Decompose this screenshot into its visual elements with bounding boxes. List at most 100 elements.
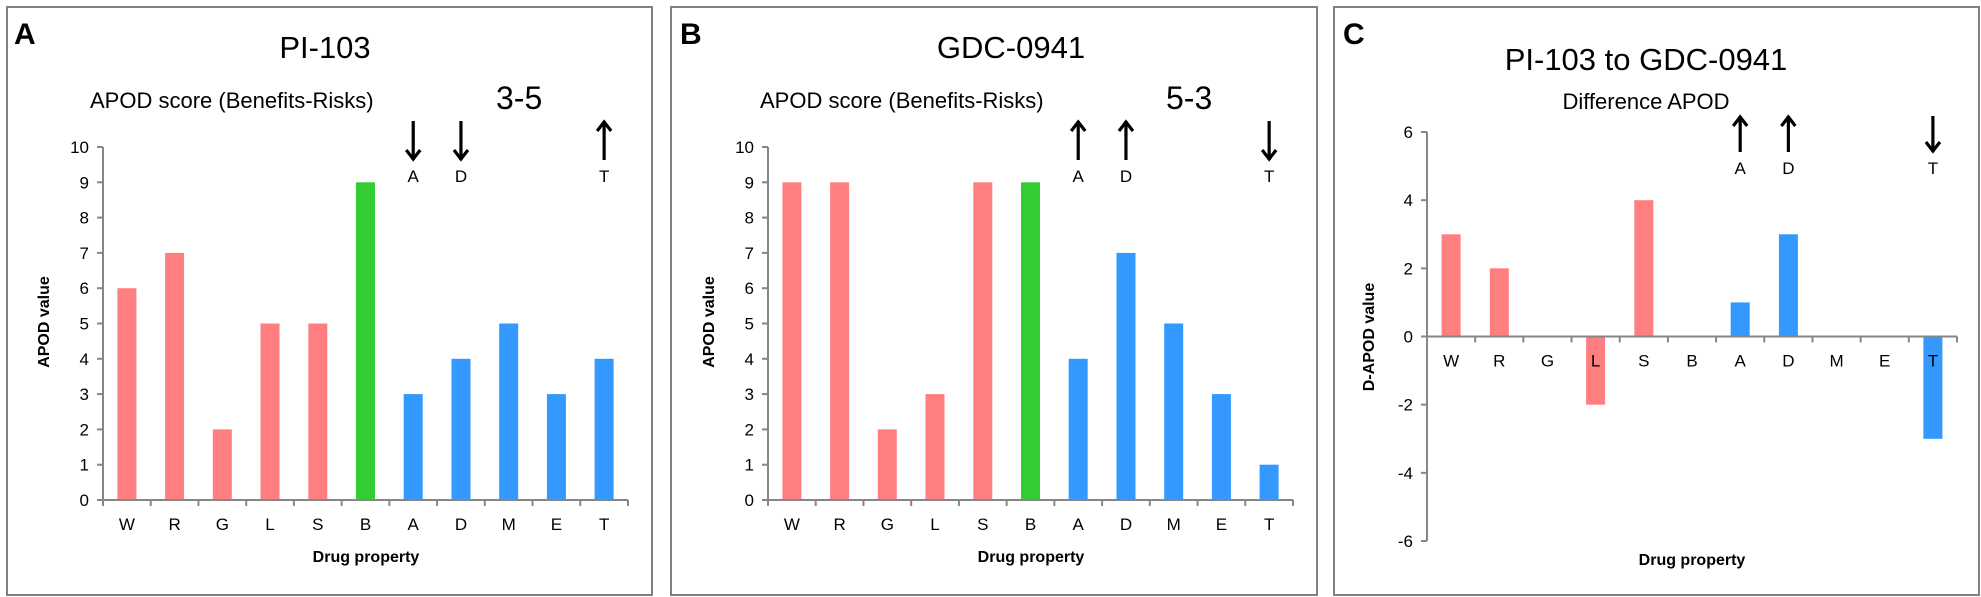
arrow-label: D [1120,167,1132,186]
x-tick-label: R [833,515,845,534]
x-tick-label: E [1216,515,1227,534]
arrow-label: A [1073,167,1085,186]
bar-r [165,252,185,500]
bar-t [1923,336,1943,439]
bar-a [403,394,423,500]
panel-b-border [670,6,1318,596]
bar-s [973,182,993,501]
panel-c: C PI-103 to GDC-0941 Difference APOD D-A… [1333,6,1980,596]
plot-area: 0 1 2 3 4 5 6 7 8 9 10 W R G L S B A D M E T A D T [70,119,629,534]
x-tick-label: G [881,515,894,534]
bar-m [499,323,519,500]
x-tick-label: T [1264,515,1274,534]
chart-title: PI-103 [279,30,370,65]
x-tick-label: S [977,515,988,534]
x-tick-label: D [1120,515,1132,534]
arrow-down-icon [1260,121,1278,162]
y-tick-label: 1 [745,456,754,475]
panel-letter: C [1343,18,1365,51]
y-tick-label: 8 [80,209,89,228]
x-tick-label: G [1541,352,1554,371]
y-tick-label: 8 [745,209,754,228]
y-tick-label: 9 [745,173,754,192]
arrow-up-icon [595,119,613,160]
arrow-label: D [1782,159,1794,178]
x-axis-title: Drug property [978,549,1085,566]
y-tick-label: 4 [1404,191,1413,210]
y-tick-label: 5 [80,315,89,334]
arrow-label: T [599,167,609,186]
y-tick-label: 6 [1404,123,1413,142]
y-tick-label: 2 [80,420,89,439]
bar-r [1489,268,1509,337]
y-tick-label: 7 [745,244,754,263]
panel-a-border [6,6,653,596]
x-tick-label: B [360,515,371,534]
arrow-up-icon [1731,114,1749,152]
x-tick-label: S [1638,352,1649,371]
y-tick-label: 4 [80,350,89,369]
chart-subtitle: APOD score (Benefits-Risks) [90,88,374,113]
arrow-label: T [1264,167,1274,186]
x-tick-label: L [265,515,274,534]
y-tick-label: 2 [745,420,754,439]
bar-e [546,394,566,500]
bar-s [1634,200,1654,337]
x-tick-label: W [1443,352,1459,371]
arrow-up-icon [1117,119,1135,160]
plot-area: -6 -4 -2 0 2 4 6 W R G L S B A D M E T A D T [1398,114,1958,551]
y-tick-label: 7 [80,244,89,263]
x-tick-label: A [1073,515,1085,534]
x-tick-label: L [930,515,939,534]
panel-a: A PI-103 APOD score (Benefits-Risks) 3-5… [6,6,653,596]
y-tick-label: 10 [735,138,754,157]
x-tick-label: A [408,515,420,534]
x-tick-label: A [1735,352,1747,371]
panel-letter: B [680,18,702,51]
bar-b [356,182,375,501]
y-tick-label: 6 [80,279,89,298]
x-axis-title: Drug property [313,549,420,566]
chart-subtitle: Difference APOD [1562,89,1729,114]
bar-l [925,394,945,500]
panel-letter: A [14,18,36,51]
bar-s [308,323,328,500]
x-tick-label: W [119,515,135,534]
arrow-up-icon [1069,119,1087,160]
y-tick-label: -2 [1398,396,1413,415]
bar-g [877,429,897,500]
bar-t [1259,464,1279,500]
y-tick-label: 2 [1404,259,1413,278]
x-tick-label: B [1686,352,1697,371]
panel-b: B GDC-0941 APOD score (Benefits-Risks) 5… [670,6,1318,596]
y-tick-label: 4 [745,350,754,369]
arrow-label: T [1928,159,1938,178]
arrow-down-icon [452,121,470,162]
y-tick-label: 0 [80,491,89,510]
y-axis-title: D-APOD value [1361,283,1378,392]
bar-e [1211,394,1231,500]
y-tick-label: -4 [1398,464,1413,483]
chart-subtitle: APOD score (Benefits-Risks) [760,88,1044,113]
x-tick-label: M [502,515,516,534]
x-tick-label: T [1928,352,1938,371]
x-tick-label: T [599,515,609,534]
bar-g [212,429,232,500]
bar-a [1730,302,1750,337]
x-tick-label: L [1591,352,1600,371]
arrow-up-icon [1780,114,1797,152]
bar-l [1586,336,1606,405]
bar-b [1021,182,1040,501]
bar-d [451,358,471,500]
bar-l [260,323,280,500]
bar-w [782,182,802,501]
x-tick-label: E [551,515,562,534]
panel-c-border [1333,6,1980,596]
x-tick-label: R [1493,352,1505,371]
bar-d [1116,252,1136,500]
apod-score: 5-3 [1166,80,1212,116]
arrow-label: A [1735,159,1747,178]
y-tick-label: 0 [1404,328,1413,347]
y-tick-label: 1 [80,456,89,475]
